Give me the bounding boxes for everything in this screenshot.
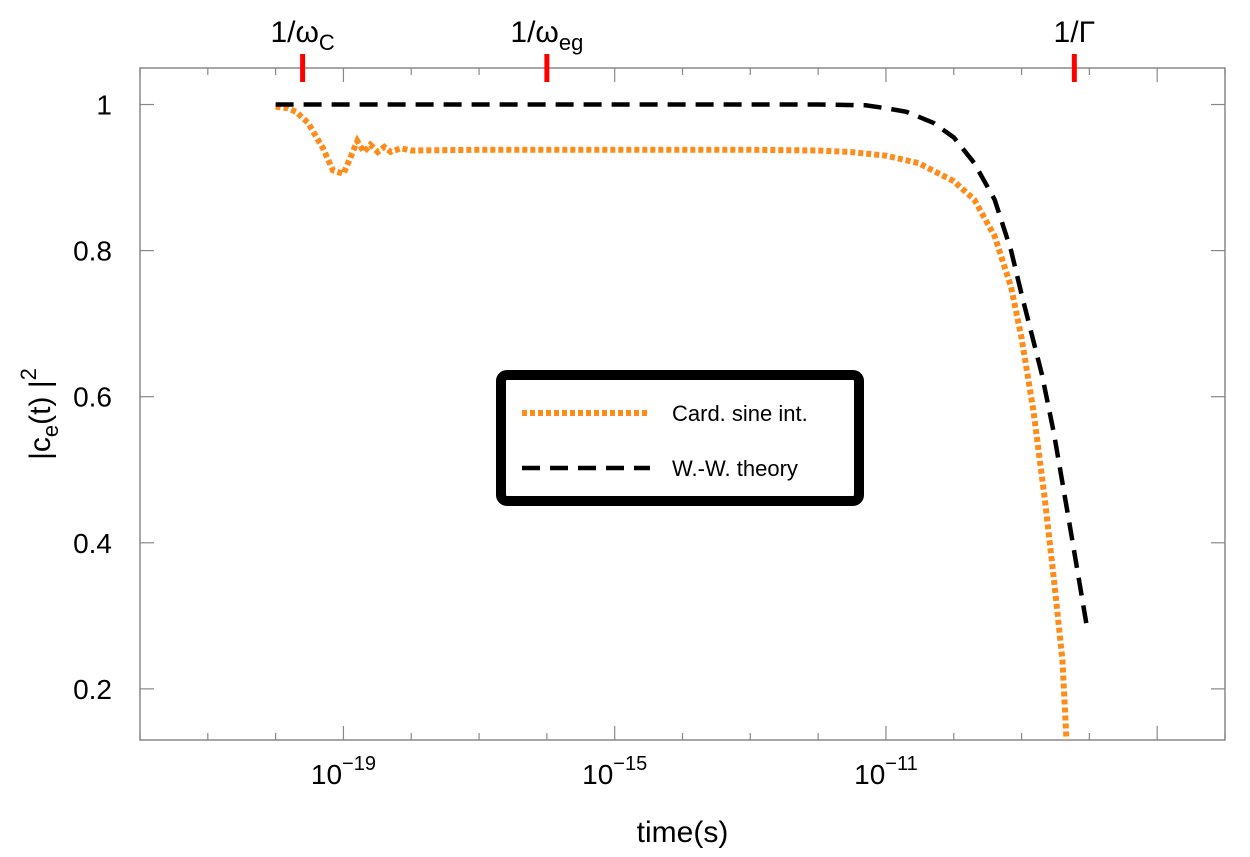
x-tick-base: 10 bbox=[582, 759, 613, 790]
marker-label-2: 1/Γ bbox=[1054, 16, 1096, 49]
marker-layer: 1/ωC 1/ωeg 1/Γ bbox=[270, 16, 1095, 82]
y-axis-label-part: |c bbox=[24, 437, 57, 460]
x-tick-exponent: −15 bbox=[613, 753, 647, 775]
series-line-1 bbox=[275, 102, 1089, 624]
legend: Card. sine int. W.-W. theory bbox=[496, 370, 864, 506]
x-tick-base: 10 bbox=[311, 759, 342, 790]
marker-label-subscript: eg bbox=[559, 30, 583, 55]
y-tick-label: 1 bbox=[96, 90, 112, 121]
marker-label-main: 1/Γ bbox=[1054, 16, 1096, 49]
series-line-0 bbox=[275, 103, 1070, 741]
marker-label-subscript: C bbox=[319, 30, 335, 55]
y-tick-label: 0.4 bbox=[73, 528, 112, 559]
y-axis-label-part: e bbox=[38, 425, 63, 437]
y-axis-label: |ce(t) |2 bbox=[16, 368, 63, 460]
x-tick-base: 10 bbox=[854, 759, 885, 790]
marker-label-main: 1/ω bbox=[510, 16, 558, 49]
x-tick-label: 10−19 bbox=[311, 753, 376, 790]
legend-label-ww-theory: W.-W. theory bbox=[672, 456, 798, 481]
x-tick-label: 10−11 bbox=[854, 753, 918, 790]
marker-label-main: 1/ω bbox=[270, 16, 318, 49]
legend-box bbox=[496, 370, 864, 506]
x-tick-exponent: −19 bbox=[342, 753, 376, 775]
y-axis-ticks: 0.2 0.4 0.6 0.8 1 bbox=[73, 90, 1225, 705]
x-axis-ticks: 10−19 10−15 10−11 bbox=[311, 753, 918, 790]
marker-label-0: 1/ωC bbox=[270, 16, 334, 55]
minor-ticks bbox=[139, 68, 1226, 740]
x-tick-exponent: −11 bbox=[885, 753, 917, 775]
x-tick-label: 10−15 bbox=[582, 753, 647, 790]
y-axis-label-part: 2 bbox=[16, 368, 41, 380]
y-axis-label-part: (t) | bbox=[24, 380, 57, 424]
series-layer bbox=[275, 102, 1089, 741]
x-axis-label: time(s) bbox=[637, 816, 729, 849]
marker-label-1: 1/ωeg bbox=[510, 16, 583, 55]
legend-label-card-sine: Card. sine int. bbox=[672, 401, 808, 426]
y-tick-label: 0.2 bbox=[73, 674, 112, 705]
y-tick-label: 0.8 bbox=[73, 236, 112, 267]
y-tick-label: 0.6 bbox=[73, 382, 112, 413]
